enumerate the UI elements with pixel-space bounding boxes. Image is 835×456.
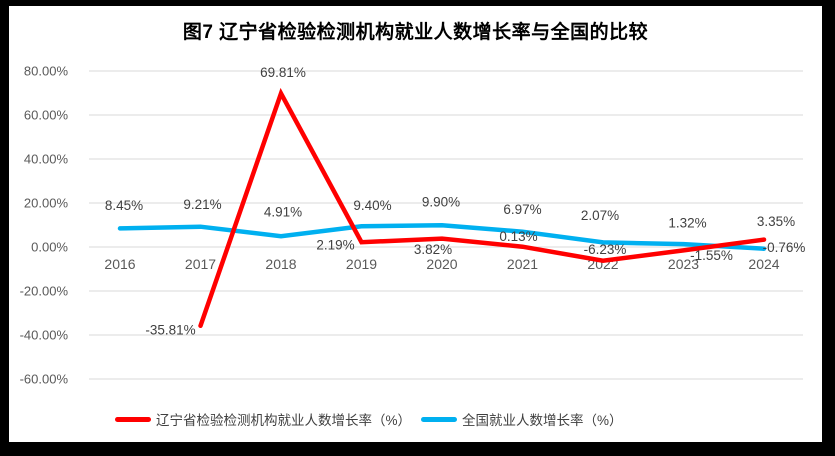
x-tick-label: 2021 (507, 256, 538, 272)
data-label: 9.21% (183, 197, 221, 212)
data-label: 4.91% (264, 205, 302, 220)
legend-item-national: 全国就业人数增长率（%） (421, 409, 623, 429)
y-tick-label: 60.00% (24, 108, 69, 123)
data-label: -35.81% (145, 322, 195, 337)
data-label: 9.90% (422, 195, 460, 210)
data-label: 0.13% (499, 229, 537, 244)
data-label: 2.07% (581, 208, 619, 223)
y-tick-label: 40.00% (24, 152, 69, 167)
legend-item-liaoning: 辽宁省检验检测机构就业人数增长率（%） (115, 409, 411, 429)
x-tick-label: 2024 (748, 256, 779, 272)
y-tick-label: 80.00% (24, 64, 69, 79)
x-tick-label: 2020 (426, 256, 457, 272)
data-label: -6.23% (584, 242, 627, 257)
y-tick-label: -20.00% (20, 284, 69, 299)
legend-swatch-red-line (115, 416, 151, 422)
data-label: 3.82% (414, 242, 452, 257)
y-tick-label: 0.00% (31, 240, 68, 255)
chart-legend: 辽宁省检验检测机构就业人数增长率（%） 全国就业人数增长率（%） (115, 409, 623, 429)
legend-label-national: 全国就业人数增长率（%） (462, 413, 623, 428)
data-label: 2.19% (316, 238, 354, 253)
x-tick-label: 2023 (668, 256, 699, 272)
x-tick-label: 2017 (185, 256, 216, 272)
legend-swatch-blue-line (421, 416, 458, 422)
data-label: 8.45% (105, 198, 143, 213)
chart-title: 图7 辽宁省检验检测机构就业人数增长率与全国的比较 (182, 22, 649, 43)
series-line-liaoning (198, 87, 767, 329)
chart-canvas: 80.00% 60.00% 40.00% 20.00% 0.00% -20.00% -40.… (20, 64, 806, 387)
data-label: -1.55% (690, 248, 733, 263)
data-label: 6.97% (503, 202, 541, 217)
data-label: -0.76% (763, 240, 806, 255)
y-tick-label: -40.00% (20, 328, 69, 343)
x-tick-label: 2018 (265, 256, 296, 272)
x-tick-label: 2019 (346, 256, 377, 272)
data-label: 1.32% (668, 216, 706, 231)
data-label: 9.40% (353, 198, 391, 213)
y-tick-label: 20.00% (24, 196, 69, 211)
series-line-national (117, 222, 767, 251)
y-tick-label: -60.00% (20, 372, 69, 387)
data-label: 69.81% (260, 65, 306, 80)
legend-label-liaoning: 辽宁省检验检测机构就业人数增长率（%） (156, 413, 412, 428)
data-label: 3.35% (757, 214, 795, 229)
x-tick-label: 2016 (104, 256, 135, 272)
